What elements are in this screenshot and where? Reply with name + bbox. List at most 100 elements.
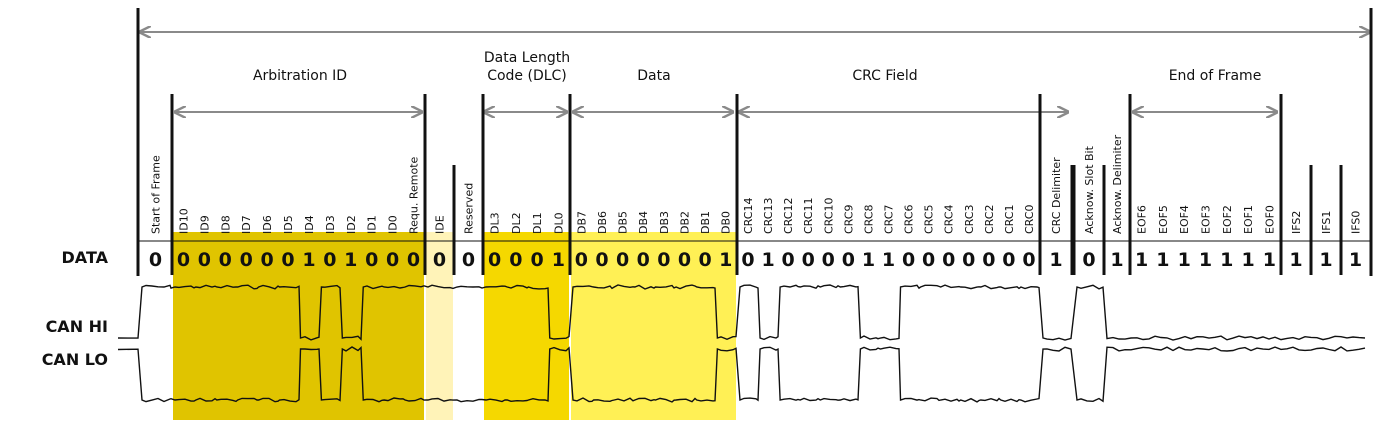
data-field-label: DB6 bbox=[596, 211, 609, 234]
crc-field-label: CRC13 bbox=[762, 198, 775, 234]
eof-field-label: EOF1 bbox=[1242, 205, 1255, 234]
crc-field-label: CRC7 bbox=[883, 205, 896, 234]
data-field-label: DB0 bbox=[720, 211, 733, 234]
data-bit: 0 bbox=[575, 249, 588, 271]
dlc-highlight bbox=[484, 232, 569, 420]
crc-bit: 1 bbox=[761, 249, 774, 271]
eof-header: End of Frame bbox=[1169, 68, 1262, 84]
dlc-bit: 0 bbox=[531, 249, 544, 271]
arbitration-bit: 0 bbox=[261, 249, 274, 271]
sof-field-label: Start of Frame bbox=[150, 155, 163, 234]
dlc-header-line1: Data Length bbox=[484, 50, 570, 66]
ifs2-bit: 1 bbox=[1289, 249, 1302, 271]
arbitration-bit: 0 bbox=[323, 249, 336, 271]
can-hi-waveform bbox=[117, 284, 1366, 341]
data-field-label: DB7 bbox=[575, 211, 588, 234]
dlc-bit: 0 bbox=[488, 249, 501, 271]
crc-bit: 1 bbox=[862, 249, 875, 271]
arbitration-field-label: Requ. Remote bbox=[408, 156, 421, 234]
data-field-label: DB3 bbox=[658, 211, 671, 234]
data-field-label: DB5 bbox=[617, 211, 630, 234]
crc-field-label: CRC1 bbox=[1003, 205, 1016, 234]
dlc-header-line2: Code (DLC) bbox=[487, 68, 567, 84]
dlc-bit: 0 bbox=[509, 249, 522, 271]
crcdel-bit: 1 bbox=[1049, 249, 1062, 271]
arbitration-highlight bbox=[173, 232, 424, 420]
crc-field-label: CRC12 bbox=[782, 198, 795, 234]
crc-bit: 0 bbox=[842, 249, 855, 271]
data-field-label: DB1 bbox=[699, 211, 712, 234]
dlc-field-label: DL1 bbox=[531, 212, 544, 234]
crc-header: CRC Field bbox=[852, 68, 917, 84]
crc-field-label: CRC4 bbox=[943, 205, 956, 234]
eof-field-label: EOF5 bbox=[1157, 205, 1170, 234]
ackdel-field-label: Acknow. Delimiter bbox=[1111, 134, 1124, 234]
ide-highlight bbox=[426, 232, 453, 420]
arbitration-bit: 0 bbox=[281, 249, 294, 271]
arbitration-bit: 0 bbox=[386, 249, 399, 271]
eof-bit: 1 bbox=[1199, 249, 1212, 271]
can-lo-waveform bbox=[117, 346, 1366, 403]
ack-bit: 0 bbox=[1082, 249, 1095, 271]
dlc-field-label: DL2 bbox=[510, 212, 523, 234]
sof-bit: 0 bbox=[149, 249, 162, 271]
crc-field-label: CRC0 bbox=[1023, 205, 1036, 234]
ifs1-field-label: IFS1 bbox=[1320, 211, 1333, 234]
eof-bit: 1 bbox=[1156, 249, 1169, 271]
eof-field-label: EOF2 bbox=[1221, 205, 1234, 234]
arbitration-bit: 0 bbox=[407, 249, 420, 271]
arbitration-bit: 0 bbox=[219, 249, 232, 271]
data-header: Data bbox=[637, 68, 670, 84]
data-bit: 0 bbox=[616, 249, 629, 271]
crc-field-label: CRC8 bbox=[862, 205, 875, 234]
data-bit: 0 bbox=[595, 249, 608, 271]
ifs1-bit: 1 bbox=[1319, 249, 1332, 271]
data-highlight bbox=[571, 232, 736, 420]
crcdel-field-label: CRC Delimiter bbox=[1050, 157, 1063, 234]
arbitration-field-label: ID2 bbox=[345, 215, 358, 234]
crc-field-label: CRC14 bbox=[742, 198, 755, 234]
field-labels: Start of Frame ID10 ID9 ID8 ID7 ID6 ID5 ID4 ID3 I… bbox=[150, 134, 1363, 234]
data-bit: 1 bbox=[719, 249, 732, 271]
arbitration-field-label: ID8 bbox=[219, 215, 232, 234]
crc-bit: 0 bbox=[1002, 249, 1015, 271]
crc-bit: 0 bbox=[962, 249, 975, 271]
field-dividers bbox=[170, 94, 1343, 275]
arbitration-field-label: ID6 bbox=[261, 215, 274, 234]
arbitration-field-label: ID9 bbox=[198, 215, 211, 234]
crc-bit: 0 bbox=[802, 249, 815, 271]
can-waveforms bbox=[117, 284, 1366, 403]
arbitration-bit: 0 bbox=[365, 249, 378, 271]
eof-bit: 1 bbox=[1241, 249, 1254, 271]
data-bit: 0 bbox=[637, 249, 650, 271]
crc-bit: 0 bbox=[782, 249, 795, 271]
eof-bit: 1 bbox=[1178, 249, 1191, 271]
arbitration-bit: 0 bbox=[198, 249, 211, 271]
data-bit: 0 bbox=[698, 249, 711, 271]
arbitration-field-label: ID4 bbox=[303, 215, 316, 234]
ackdel-bit: 1 bbox=[1110, 249, 1123, 271]
crc-bit: 0 bbox=[982, 249, 995, 271]
arbitration-bit: 1 bbox=[344, 249, 357, 271]
eof-field-label: EOF3 bbox=[1200, 205, 1213, 234]
ifs0-field-label: IFS0 bbox=[1350, 211, 1363, 234]
crc-field-label: CRC2 bbox=[983, 205, 996, 234]
eof-field-label: EOF4 bbox=[1178, 205, 1191, 234]
data-row-label: DATA bbox=[62, 248, 109, 267]
dlc-field-label: DL0 bbox=[552, 212, 565, 234]
crc-bit: 0 bbox=[1022, 249, 1035, 271]
can-hi-label: CAN HI bbox=[46, 317, 108, 336]
ifs0-bit: 1 bbox=[1349, 249, 1362, 271]
reserved-field-label: Reserved bbox=[463, 183, 476, 234]
arbitration-field-label: ID1 bbox=[366, 215, 379, 234]
crc-field-label: CRC10 bbox=[822, 198, 835, 234]
arbitration-field-label: ID5 bbox=[282, 215, 295, 234]
data-field-label: DB2 bbox=[678, 211, 691, 234]
eof-bit: 1 bbox=[1220, 249, 1233, 271]
crc-bit: 0 bbox=[902, 249, 915, 271]
ack-field-label: Acknow. Slot Bit bbox=[1083, 145, 1096, 234]
eof-field-label: EOF6 bbox=[1136, 205, 1149, 234]
arbitration-field-label: ID3 bbox=[324, 215, 337, 234]
